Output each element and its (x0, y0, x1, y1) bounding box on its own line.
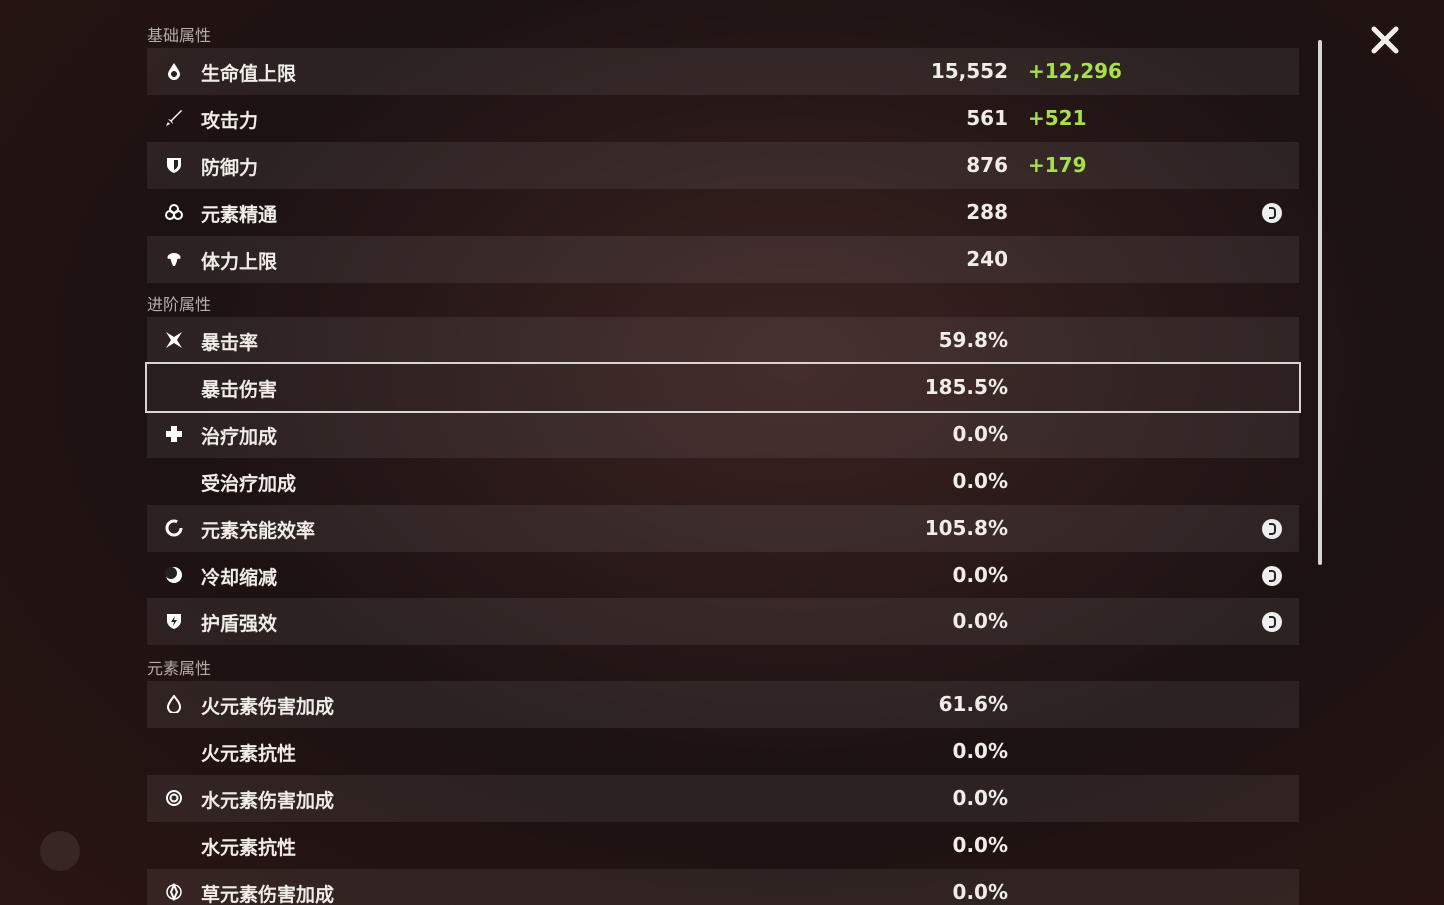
help-button[interactable] (1262, 612, 1282, 633)
help-button[interactable] (1262, 518, 1282, 539)
stat-row: 暴击率 59.8% (147, 317, 1299, 364)
stat-name: 水元素伤害加成 (201, 789, 335, 812)
stat-name: 受治疗加成 (201, 472, 297, 495)
stat-row: 草元素伤害加成 0.0% (147, 868, 1299, 905)
stat-bonus: +179 (1028, 152, 1087, 177)
stat-row: 攻击力 561 +521 (147, 95, 1299, 142)
stat-name: 火元素伤害加成 (201, 696, 335, 718)
stat-row: 受治疗加成 0.0% (147, 458, 1299, 505)
stat-value: 0.0% (952, 562, 1008, 587)
stat-row: 冷却缩减 0.0% (147, 552, 1299, 599)
stat-row: 护盾强效 0.0% (147, 598, 1299, 646)
stat-name: 治疗加成 (201, 425, 278, 448)
stat-name: 暴击率 (201, 332, 259, 354)
stat-value: 0.0% (952, 879, 1008, 904)
stat-row: 元素精通 288 (147, 189, 1299, 236)
stat-value: 0.0% (952, 832, 1008, 857)
stat-value: 0.0% (952, 785, 1008, 810)
stat-icon (165, 203, 183, 220)
stat-name: 攻击力 (201, 109, 259, 132)
help-button[interactable] (1262, 565, 1282, 586)
stat-name: 体力上限 (201, 250, 278, 273)
stat-value: 876 (966, 152, 1008, 177)
stat-name: 元素充能效率 (201, 519, 316, 542)
stat-value: 61.6% (938, 692, 1008, 716)
close-button[interactable] (1371, 26, 1399, 54)
stat-row: 暴击伤害 185.5% (145, 361, 1301, 413)
stat-row: 生命值上限 15,552 +12,296 (147, 48, 1299, 95)
stat-icon (165, 519, 183, 537)
stat-row: 水元素伤害加成 0.0% (147, 774, 1299, 822)
stat-value: 288 (966, 199, 1008, 224)
stat-icon (166, 425, 182, 442)
stat-row: 水元素抗性 0.0% (147, 822, 1299, 869)
stat-name: 草元素伤害加成 (201, 883, 335, 905)
stat-value: 0.0% (952, 738, 1008, 763)
stat-icon (166, 332, 182, 348)
section-title: 基础属性 (147, 26, 212, 45)
stat-bonus: +521 (1028, 105, 1087, 130)
stat-value: 0.0% (952, 609, 1008, 634)
stat-row: 元素充能效率 105.8% (147, 504, 1299, 552)
stat-row: 体力上限 240 (147, 235, 1299, 283)
stat-name: 生命值上限 (201, 63, 297, 85)
stat-name: 冷却缩减 (201, 566, 278, 589)
section-title: 进阶属性 (147, 295, 212, 314)
stat-row: 治疗加成 0.0% (147, 410, 1299, 458)
stat-name: 护盾强效 (201, 613, 278, 636)
stat-value: 561 (966, 105, 1008, 130)
section-title: 元素属性 (147, 659, 212, 678)
help-button[interactable] (1262, 202, 1282, 223)
stat-icon (166, 695, 182, 713)
stat-value: 185.5% (924, 374, 1008, 399)
stat-row: 防御力 876 +179 (147, 141, 1299, 189)
stat-value: 15,552 (930, 59, 1008, 83)
stat-icon (166, 882, 182, 901)
scrollbar (1318, 40, 1322, 565)
stat-icon (168, 63, 180, 80)
stat-value: 240 (966, 246, 1008, 271)
stat-icon (165, 566, 182, 583)
stat-icon (167, 157, 181, 173)
stat-value: 0.0% (952, 421, 1008, 446)
stat-value: 105.8% (924, 515, 1008, 540)
stat-value: 0.0% (952, 468, 1008, 493)
stat-name: 火元素抗性 (201, 742, 297, 765)
stat-icon (166, 109, 182, 126)
stat-name: 水元素抗性 (201, 836, 297, 859)
stat-name: 暴击伤害 (201, 378, 278, 401)
stat-icon (167, 252, 181, 266)
stat-bonus: +12,296 (1028, 59, 1122, 83)
stat-name: 元素精通 (201, 203, 278, 226)
stat-row: 火元素抗性 0.0% (147, 728, 1299, 775)
menu-icon[interactable] (40, 831, 80, 871)
stat-icon (167, 614, 181, 630)
stat-name: 防御力 (201, 156, 259, 179)
stat-icon (166, 789, 182, 806)
stat-value: 59.8% (938, 328, 1008, 352)
stat-row: 火元素伤害加成 61.6% (147, 681, 1299, 728)
